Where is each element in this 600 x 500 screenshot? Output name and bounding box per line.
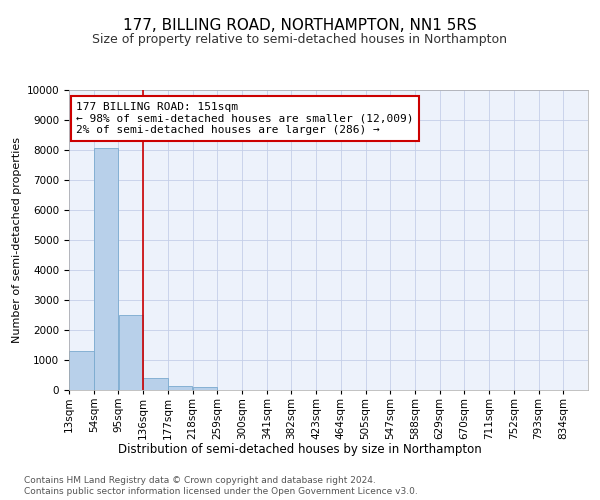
Bar (94, 148, 118, 390)
Bar (143, 378, 168, 390)
Text: Contains public sector information licensed under the Open Government Licence v3: Contains public sector information licen… (24, 487, 418, 496)
Text: Size of property relative to semi-detached houses in Northampton: Size of property relative to semi-detach… (92, 32, 508, 46)
Bar (69, 351, 94, 390)
Bar (119, 315, 143, 390)
Text: 177, BILLING ROAD, NORTHAMPTON, NN1 5RS: 177, BILLING ROAD, NORTHAMPTON, NN1 5RS (123, 18, 477, 32)
Text: Contains HM Land Registry data © Crown copyright and database right 2024.: Contains HM Land Registry data © Crown c… (24, 476, 376, 485)
Y-axis label: Number of semi-detached properties: Number of semi-detached properties (13, 137, 22, 343)
Text: 177 BILLING ROAD: 151sqm
← 98% of semi-detached houses are smaller (12,009)
2% o: 177 BILLING ROAD: 151sqm ← 98% of semi-d… (76, 102, 414, 135)
Bar (168, 386, 193, 390)
Bar (193, 387, 217, 390)
Text: Distribution of semi-detached houses by size in Northampton: Distribution of semi-detached houses by … (118, 442, 482, 456)
